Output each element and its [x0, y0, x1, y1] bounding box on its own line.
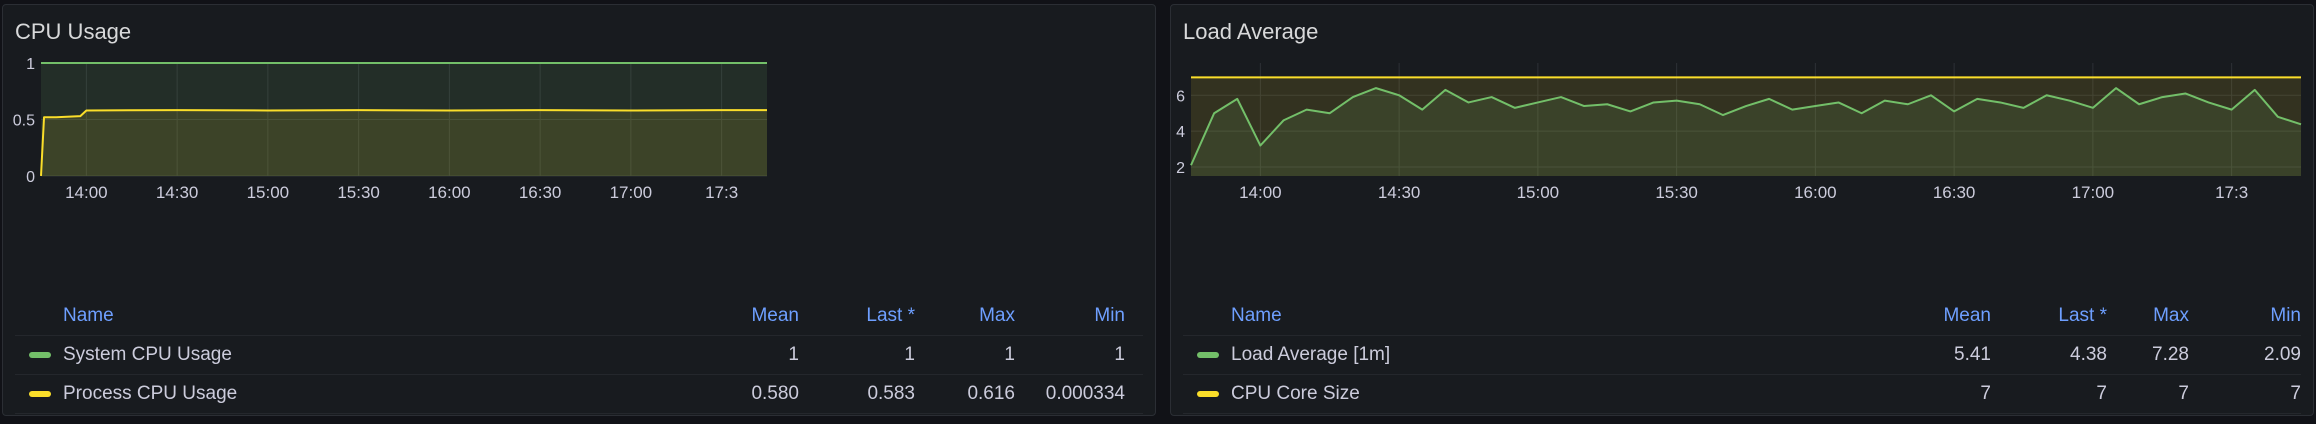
- series-name[interactable]: Load Average [1m]: [1231, 344, 1391, 365]
- series-line: [1190, 87, 2302, 166]
- series-name[interactable]: CPU Core Size: [1231, 383, 1360, 404]
- panel-title[interactable]: CPU Usage: [15, 19, 132, 44]
- legend-header-max[interactable]: Max: [979, 305, 1015, 326]
- y-tick-label: 1: [26, 56, 35, 73]
- panel-title[interactable]: Load Average: [1183, 19, 1319, 44]
- legend-header-last[interactable]: Last *: [2058, 305, 2107, 326]
- legend-row[interactable]: Process CPU Usage 0.580 0.583 0.616 0.00…: [15, 375, 1143, 414]
- series-color-swatch[interactable]: [1197, 352, 1219, 358]
- x-tick-label: 14:00: [1239, 183, 1282, 202]
- legend-header-min[interactable]: Min: [1094, 305, 1125, 326]
- series-color-swatch[interactable]: [1197, 391, 1219, 397]
- series-min: 2.09: [2264, 344, 2301, 365]
- x-tick-label: 16:00: [428, 183, 471, 202]
- series-max: 0.616: [967, 383, 1015, 404]
- x-tick-label: 17:3: [2215, 183, 2248, 202]
- series-mean: 1: [788, 344, 799, 365]
- legend-header-name[interactable]: Name: [1231, 305, 1282, 326]
- x-tick-label: 17:00: [610, 183, 653, 202]
- series-mean: 0.580: [751, 383, 799, 404]
- x-tick-label: 15:00: [247, 183, 290, 202]
- x-tick-label: 17:00: [2072, 183, 2115, 202]
- x-tick-label: 15:30: [337, 183, 380, 202]
- x-tick-label: 16:00: [1794, 183, 1837, 202]
- legend-table: Name Mean Last * Max Min Load Average [1…: [1183, 297, 2301, 414]
- y-tick-label: 6: [1176, 88, 1185, 105]
- legend-row[interactable]: CPU Core Size 7 7 7 7: [1183, 375, 2301, 414]
- y-tick-label: 0.5: [13, 113, 35, 130]
- series-last: 1: [904, 344, 915, 365]
- series-last: 0.583: [867, 383, 915, 404]
- series-max: 7: [2178, 383, 2189, 404]
- x-tick-label: 15:00: [1517, 183, 1560, 202]
- legend-header-last[interactable]: Last *: [866, 305, 915, 326]
- series-min: 0.000334: [1045, 383, 1125, 404]
- series-max: 1: [1004, 344, 1015, 365]
- chart-grid: 0 0.5 1 14:00 14:30 15:00 15:30 16:00 16:30 17:00…: [13, 56, 767, 202]
- x-tick-label: 15:30: [1655, 183, 1698, 202]
- x-tick-label: 17:3: [705, 183, 738, 202]
- series-area: [41, 110, 767, 176]
- legend-header-min[interactable]: Min: [2270, 305, 2301, 326]
- series-mean: 7: [1980, 383, 1991, 404]
- x-tick-label: 14:30: [1378, 183, 1421, 202]
- legend-header-name[interactable]: Name: [63, 305, 114, 326]
- series-min: 7: [2290, 383, 2301, 404]
- x-tick-label: 16:30: [1933, 183, 1976, 202]
- legend-header: Name Mean Last * Max Min: [15, 297, 1143, 336]
- legend-header: Name Mean Last * Max Min: [1183, 297, 2301, 336]
- legend-header-mean[interactable]: Mean: [1943, 305, 1991, 326]
- y-tick-label: 4: [1176, 124, 1185, 141]
- cpu-usage-chart[interactable]: 0 0.5 1 14:00 14:30 15:00 15:30 16:00 16:30 17:00…: [3, 5, 1156, 295]
- chart-grid: 2 4 6 14:00 14:30 15:00 15:30 16:00 16:30 17:00 17…: [1176, 63, 2301, 202]
- series-mean: 5.41: [1954, 344, 1991, 365]
- legend-table: Name Mean Last * Max Min System CPU Usag…: [15, 297, 1143, 414]
- y-tick-label: 0: [26, 169, 35, 186]
- y-tick-label: 2: [1176, 160, 1185, 177]
- series-color-swatch[interactable]: [29, 352, 51, 358]
- legend-row[interactable]: Load Average [1m] 5.41 4.38 7.28 2.09: [1183, 336, 2301, 375]
- legend-row[interactable]: System CPU Usage 1 1 1 1: [15, 336, 1143, 375]
- series-name[interactable]: Process CPU Usage: [63, 383, 238, 404]
- series-line: [40, 109, 767, 177]
- series-name[interactable]: System CPU Usage: [63, 344, 232, 365]
- series-last: 4.38: [2070, 344, 2107, 365]
- x-tick-label: 16:30: [519, 183, 562, 202]
- legend-header-mean[interactable]: Mean: [751, 305, 799, 326]
- series-min: 1: [1114, 344, 1125, 365]
- legend-header-max[interactable]: Max: [2153, 305, 2189, 326]
- load-average-panel: Load Average 2 4 6 14:00 14:30 15:00 15:30 16:0…: [1170, 4, 2314, 416]
- cpu-usage-panel: CPU Usage 0 0.5 1 14:00 14:30 15:00 15:30 16:00…: [2, 4, 1156, 416]
- series-max: 7.28: [2152, 344, 2189, 365]
- x-tick-label: 14:00: [65, 183, 108, 202]
- series-color-swatch[interactable]: [29, 391, 51, 397]
- load-average-chart[interactable]: 2 4 6 14:00 14:30 15:00 15:30 16:00 16:30 17:00 17…: [1171, 5, 2314, 295]
- series-last: 7: [2096, 383, 2107, 404]
- series-area: [41, 63, 767, 176]
- x-tick-label: 14:30: [156, 183, 199, 202]
- series-area: [1191, 88, 2301, 176]
